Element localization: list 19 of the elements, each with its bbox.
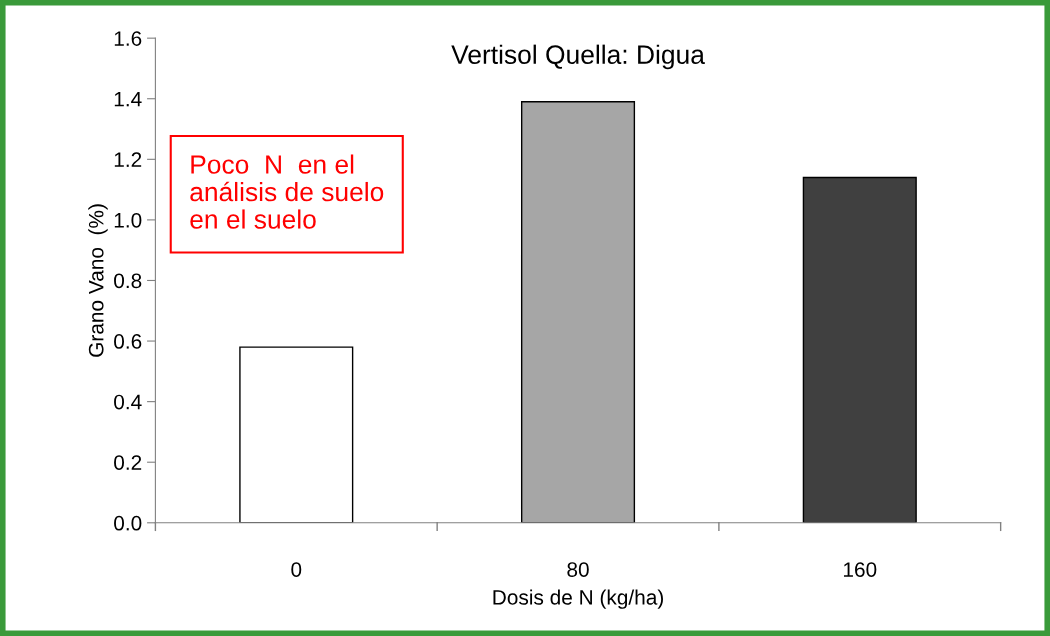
y-tick-label: 0.8 [114, 273, 142, 289]
y-tick-label: 1.6 [114, 31, 142, 46]
y-tick-label: 0.0 [114, 515, 142, 531]
y-axis-title: Grano Vano (%) [88, 204, 108, 357]
x-tick-label: 80 [567, 562, 589, 577]
y-tick-label: 1.4 [114, 91, 142, 107]
x-tick-label: 0 [291, 562, 302, 577]
x-axis-title: Dosis de N (kg/ha) [493, 589, 663, 609]
y-tick-label: 1.2 [114, 152, 142, 167]
x-tick-label: 160 [843, 562, 877, 577]
chart-title: Vertisol Quella: Digua [451, 44, 705, 70]
annotation: Poco N en el análisis de suelo en el suelo [190, 154, 384, 229]
bar [802, 176, 917, 523]
bar [520, 101, 636, 523]
bar [239, 346, 354, 523]
y-tick-label: 0.6 [114, 334, 142, 349]
y-tick-label: 0.2 [114, 455, 142, 470]
y-tick-label: 0.4 [114, 394, 142, 410]
y-tick-label: 1.0 [114, 212, 142, 228]
